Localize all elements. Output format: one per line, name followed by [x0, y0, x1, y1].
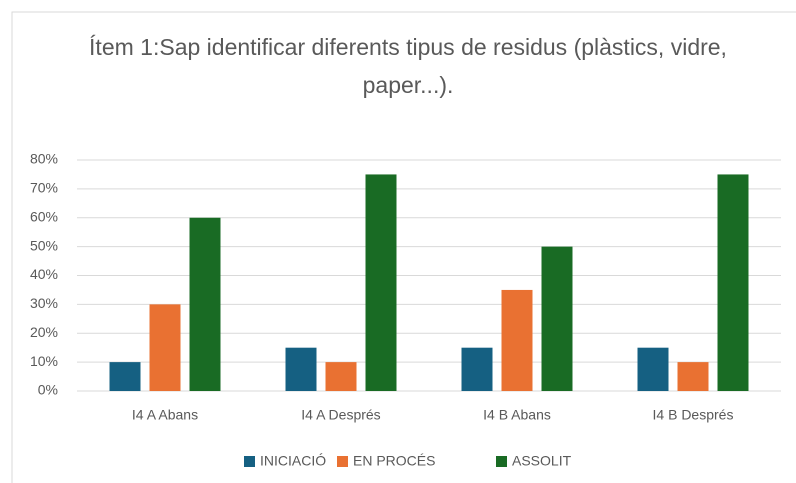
- bar: [109, 362, 141, 391]
- bar: [637, 347, 669, 391]
- y-tick-label: 60%: [30, 208, 58, 224]
- bar: [149, 304, 181, 391]
- bar: [501, 289, 533, 391]
- bar: [461, 347, 493, 391]
- legend-label: INICIACIÓ: [260, 453, 326, 469]
- y-tick-label: 0%: [38, 382, 58, 398]
- legend-label: ASSOLIT: [512, 453, 572, 469]
- legend-swatch: [496, 456, 507, 467]
- y-tick-label: 70%: [30, 180, 58, 196]
- bar: [677, 362, 709, 391]
- y-tick-label: 80%: [30, 151, 58, 167]
- y-tick-label: 40%: [30, 266, 58, 282]
- bar: [325, 362, 357, 391]
- bar: [285, 347, 317, 391]
- x-tick-label: I4 B Abans: [483, 407, 551, 423]
- bar: [189, 217, 221, 391]
- y-tick-label: 20%: [30, 324, 58, 340]
- bar: [541, 246, 573, 391]
- bar: [365, 174, 397, 391]
- legend-swatch: [337, 456, 348, 467]
- y-tick-label: 10%: [30, 353, 58, 369]
- x-tick-label: I4 B Després: [653, 407, 734, 423]
- chart-title: Ítem 1:Sap identificar diferents tipus d…: [89, 34, 727, 98]
- bar: [717, 174, 749, 391]
- legend-label: EN PROCÉS: [353, 453, 435, 469]
- x-tick-label: I4 A Abans: [132, 407, 198, 423]
- y-tick-label: 30%: [30, 295, 58, 311]
- y-tick-label: 50%: [30, 237, 58, 253]
- legend-swatch: [244, 456, 255, 467]
- chart-border: [11, 11, 796, 483]
- x-tick-label: I4 A Després: [301, 407, 380, 423]
